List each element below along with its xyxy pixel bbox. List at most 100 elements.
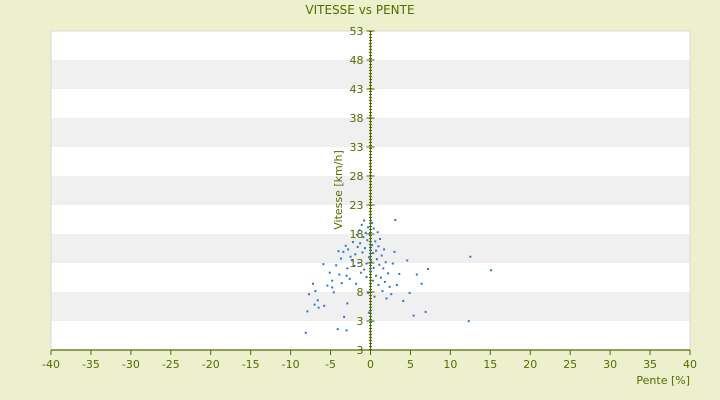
y-minor-tick [369,334,372,335]
data-point [351,259,354,262]
y-minor-tick [369,169,372,170]
y-tick-label: 48 [350,54,364,67]
y-minor-tick [369,316,372,317]
data-point [361,251,364,254]
y-minor-tick [369,307,372,308]
y-minor-tick [369,178,372,179]
y-minor-tick [369,130,372,131]
data-point [368,233,371,236]
data-point [328,271,331,274]
y-minor-tick [369,268,372,269]
data-point [420,282,423,285]
y-minor-tick [369,310,372,311]
x-tick-label: -10 [282,358,300,371]
y-minor-tick [369,79,372,80]
y-minor-tick [369,94,372,95]
data-point [306,310,309,313]
x-tick-label: -20 [202,358,220,371]
x-tick-label: -35 [82,358,100,371]
y-minor-tick [369,319,372,320]
data-point [338,273,341,276]
data-point [346,267,349,270]
data-point [347,248,350,251]
data-point [339,257,342,260]
y-minor-tick [369,226,372,227]
data-point [402,299,405,302]
data-point [316,299,319,302]
data-point [370,320,373,323]
data-point [326,284,329,287]
data-point [383,248,386,251]
y-minor-tick [369,172,372,173]
y-minor-tick [369,331,372,332]
x-tick-label: 20 [523,358,537,371]
data-point [406,259,409,262]
y-minor-tick [369,61,372,62]
data-point [364,231,367,234]
data-point [359,242,362,245]
y-minor-tick [369,286,372,287]
data-point [354,253,357,256]
y-tick-label: 53 [350,25,364,38]
data-point [391,262,394,265]
y-tick-label: 43 [350,83,364,96]
data-point [331,286,334,289]
data-point [365,262,368,265]
y-minor-tick [369,157,372,158]
y-minor-tick [369,199,372,200]
y-minor-tick [369,241,372,242]
data-point [337,250,340,253]
data-point [314,290,317,293]
data-point [408,291,411,294]
y-minor-tick [369,184,372,185]
data-point [382,267,385,270]
x-tick-label: 30 [603,358,617,371]
y-minor-tick [369,349,372,350]
y-minor-tick [369,187,372,188]
y-minor-tick [369,337,372,338]
y-tick-label: 3 [357,344,364,357]
y-minor-tick [369,340,372,341]
y-tick-label: 33 [350,141,364,154]
y-minor-tick [369,163,372,164]
y-minor-tick [369,85,372,86]
y-minor-tick [369,118,372,119]
y-axis-label: Vitesse [km/h] [332,150,345,230]
data-point [348,277,351,280]
chart-title: VITESSE vs PENTE [305,3,414,17]
y-minor-tick [369,298,372,299]
data-point [355,282,358,285]
data-point [377,245,380,248]
y-minor-tick [369,160,372,161]
data-point [381,290,384,293]
x-tick-label: -25 [162,358,180,371]
data-point [377,283,380,286]
y-minor-tick [369,247,372,248]
y-minor-tick [369,325,372,326]
y-minor-tick [369,37,372,38]
data-point [370,260,373,263]
y-minor-tick [369,145,372,146]
data-point [311,282,314,285]
data-point [412,314,415,317]
y-minor-tick [369,103,372,104]
y-minor-tick [369,238,372,239]
data-point [490,269,493,272]
y-minor-tick [369,136,372,137]
data-point [323,304,326,307]
data-point [375,258,378,261]
y-minor-tick [369,346,372,347]
data-point [335,264,338,267]
x-tick-label: 0 [367,358,374,371]
y-minor-tick [369,244,372,245]
y-minor-tick [369,40,372,41]
y-minor-tick [369,301,372,302]
x-tick-label: 35 [643,358,657,371]
y-minor-tick [369,196,372,197]
y-minor-tick [369,223,372,224]
y-minor-tick [369,235,372,236]
x-tick-label: 40 [683,358,697,371]
data-point [427,268,430,271]
